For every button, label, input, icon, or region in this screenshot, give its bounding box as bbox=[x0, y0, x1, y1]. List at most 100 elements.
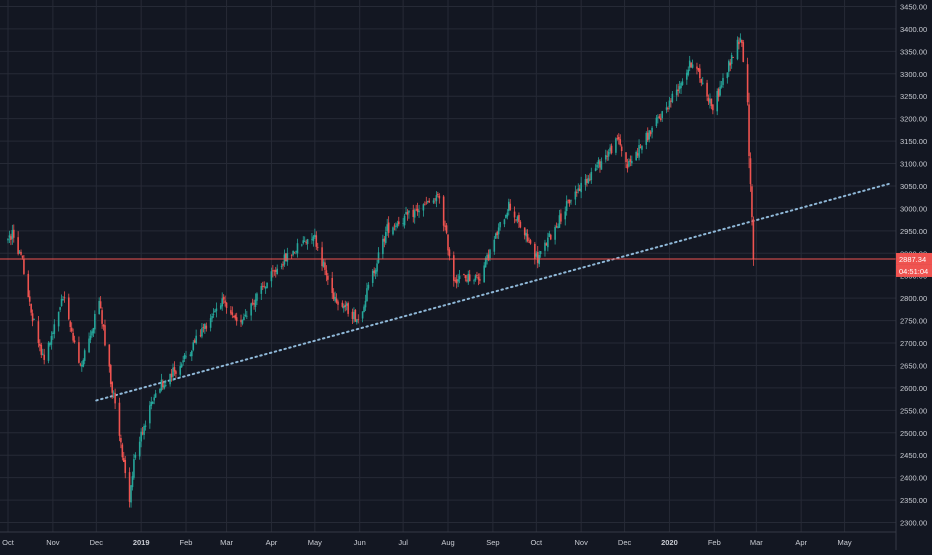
candle[interactable] bbox=[599, 159, 601, 173]
candle[interactable] bbox=[204, 323, 206, 334]
candle[interactable] bbox=[686, 69, 688, 85]
candle[interactable] bbox=[321, 241, 323, 271]
candle[interactable] bbox=[159, 388, 161, 394]
candle[interactable] bbox=[253, 299, 255, 310]
candle[interactable] bbox=[438, 193, 441, 204]
candle[interactable] bbox=[697, 67, 700, 73]
candle[interactable] bbox=[63, 291, 66, 303]
candle[interactable] bbox=[266, 282, 268, 289]
candle[interactable] bbox=[565, 195, 568, 216]
candle[interactable] bbox=[341, 300, 344, 309]
candle[interactable] bbox=[477, 273, 480, 286]
candle[interactable] bbox=[639, 144, 642, 149]
candle[interactable] bbox=[180, 362, 183, 368]
candle[interactable] bbox=[191, 350, 193, 362]
candle[interactable] bbox=[749, 152, 752, 192]
candle[interactable] bbox=[94, 310, 96, 334]
candle[interactable] bbox=[353, 307, 355, 323]
candle[interactable] bbox=[397, 216, 400, 227]
candle[interactable] bbox=[273, 269, 276, 276]
candle[interactable] bbox=[121, 442, 124, 461]
candle[interactable] bbox=[638, 139, 640, 161]
candle[interactable] bbox=[230, 306, 232, 316]
candle[interactable] bbox=[452, 251, 455, 287]
candle[interactable] bbox=[199, 329, 202, 338]
candle[interactable] bbox=[39, 339, 41, 352]
candle[interactable] bbox=[214, 309, 216, 313]
candle[interactable] bbox=[356, 318, 358, 325]
candle[interactable] bbox=[415, 204, 417, 211]
candle[interactable] bbox=[305, 239, 307, 245]
candle[interactable] bbox=[43, 348, 45, 365]
candle[interactable] bbox=[458, 270, 461, 284]
candle[interactable] bbox=[646, 127, 649, 143]
candle[interactable] bbox=[645, 131, 648, 150]
candle[interactable] bbox=[738, 37, 740, 50]
candle[interactable] bbox=[11, 224, 14, 245]
candle[interactable] bbox=[576, 189, 578, 197]
candle[interactable] bbox=[382, 234, 384, 260]
candle[interactable] bbox=[81, 361, 83, 372]
candle[interactable] bbox=[374, 268, 377, 280]
candle[interactable] bbox=[742, 39, 745, 63]
candle[interactable] bbox=[260, 283, 263, 301]
candle[interactable] bbox=[752, 216, 755, 266]
candle[interactable] bbox=[442, 195, 445, 232]
candle[interactable] bbox=[580, 176, 582, 199]
candle[interactable] bbox=[104, 319, 106, 347]
candle[interactable] bbox=[144, 420, 147, 431]
candle[interactable] bbox=[124, 455, 127, 479]
candle[interactable] bbox=[311, 233, 313, 245]
candle[interactable] bbox=[98, 297, 100, 315]
candle[interactable] bbox=[506, 209, 509, 220]
candle[interactable] bbox=[140, 428, 142, 448]
candle[interactable] bbox=[154, 389, 157, 398]
candle[interactable] bbox=[53, 319, 56, 339]
candle[interactable] bbox=[222, 294, 225, 304]
candle[interactable] bbox=[332, 288, 335, 301]
candle[interactable] bbox=[302, 236, 305, 245]
candle[interactable] bbox=[455, 274, 458, 289]
candle[interactable] bbox=[27, 270, 30, 298]
candle[interactable] bbox=[23, 255, 25, 276]
candle[interactable] bbox=[729, 59, 732, 72]
candle[interactable] bbox=[651, 126, 653, 139]
candle[interactable] bbox=[73, 335, 76, 344]
candle[interactable] bbox=[219, 303, 222, 310]
candle[interactable] bbox=[483, 262, 485, 283]
candle[interactable] bbox=[172, 363, 174, 381]
candle[interactable] bbox=[72, 328, 74, 343]
candle[interactable] bbox=[41, 348, 44, 356]
candle[interactable] bbox=[47, 341, 50, 364]
candle[interactable] bbox=[225, 302, 228, 314]
candle[interactable] bbox=[286, 247, 289, 266]
candle[interactable] bbox=[555, 222, 558, 229]
candle[interactable] bbox=[528, 237, 530, 243]
candle[interactable] bbox=[586, 174, 588, 187]
candle[interactable] bbox=[395, 222, 397, 231]
candle[interactable] bbox=[18, 249, 21, 254]
candle[interactable] bbox=[615, 137, 617, 156]
candle[interactable] bbox=[131, 471, 134, 491]
candle[interactable] bbox=[335, 293, 338, 304]
candle[interactable] bbox=[701, 77, 704, 85]
candle[interactable] bbox=[726, 72, 729, 84]
candle[interactable] bbox=[587, 175, 590, 184]
candle[interactable] bbox=[99, 296, 102, 309]
candle[interactable] bbox=[628, 158, 630, 168]
candle[interactable] bbox=[617, 133, 620, 145]
candle[interactable] bbox=[344, 300, 347, 312]
candle[interactable] bbox=[620, 144, 623, 157]
candle[interactable] bbox=[235, 312, 238, 326]
candle[interactable] bbox=[515, 219, 517, 223]
candle[interactable] bbox=[118, 397, 121, 442]
candle[interactable] bbox=[507, 198, 510, 216]
candle[interactable] bbox=[516, 215, 519, 224]
candle[interactable] bbox=[327, 272, 329, 285]
candle[interactable] bbox=[681, 78, 684, 86]
candle[interactable] bbox=[67, 293, 70, 321]
candle[interactable] bbox=[557, 223, 559, 229]
candle[interactable] bbox=[303, 236, 306, 243]
candle[interactable] bbox=[604, 149, 607, 163]
candle[interactable] bbox=[590, 167, 593, 184]
